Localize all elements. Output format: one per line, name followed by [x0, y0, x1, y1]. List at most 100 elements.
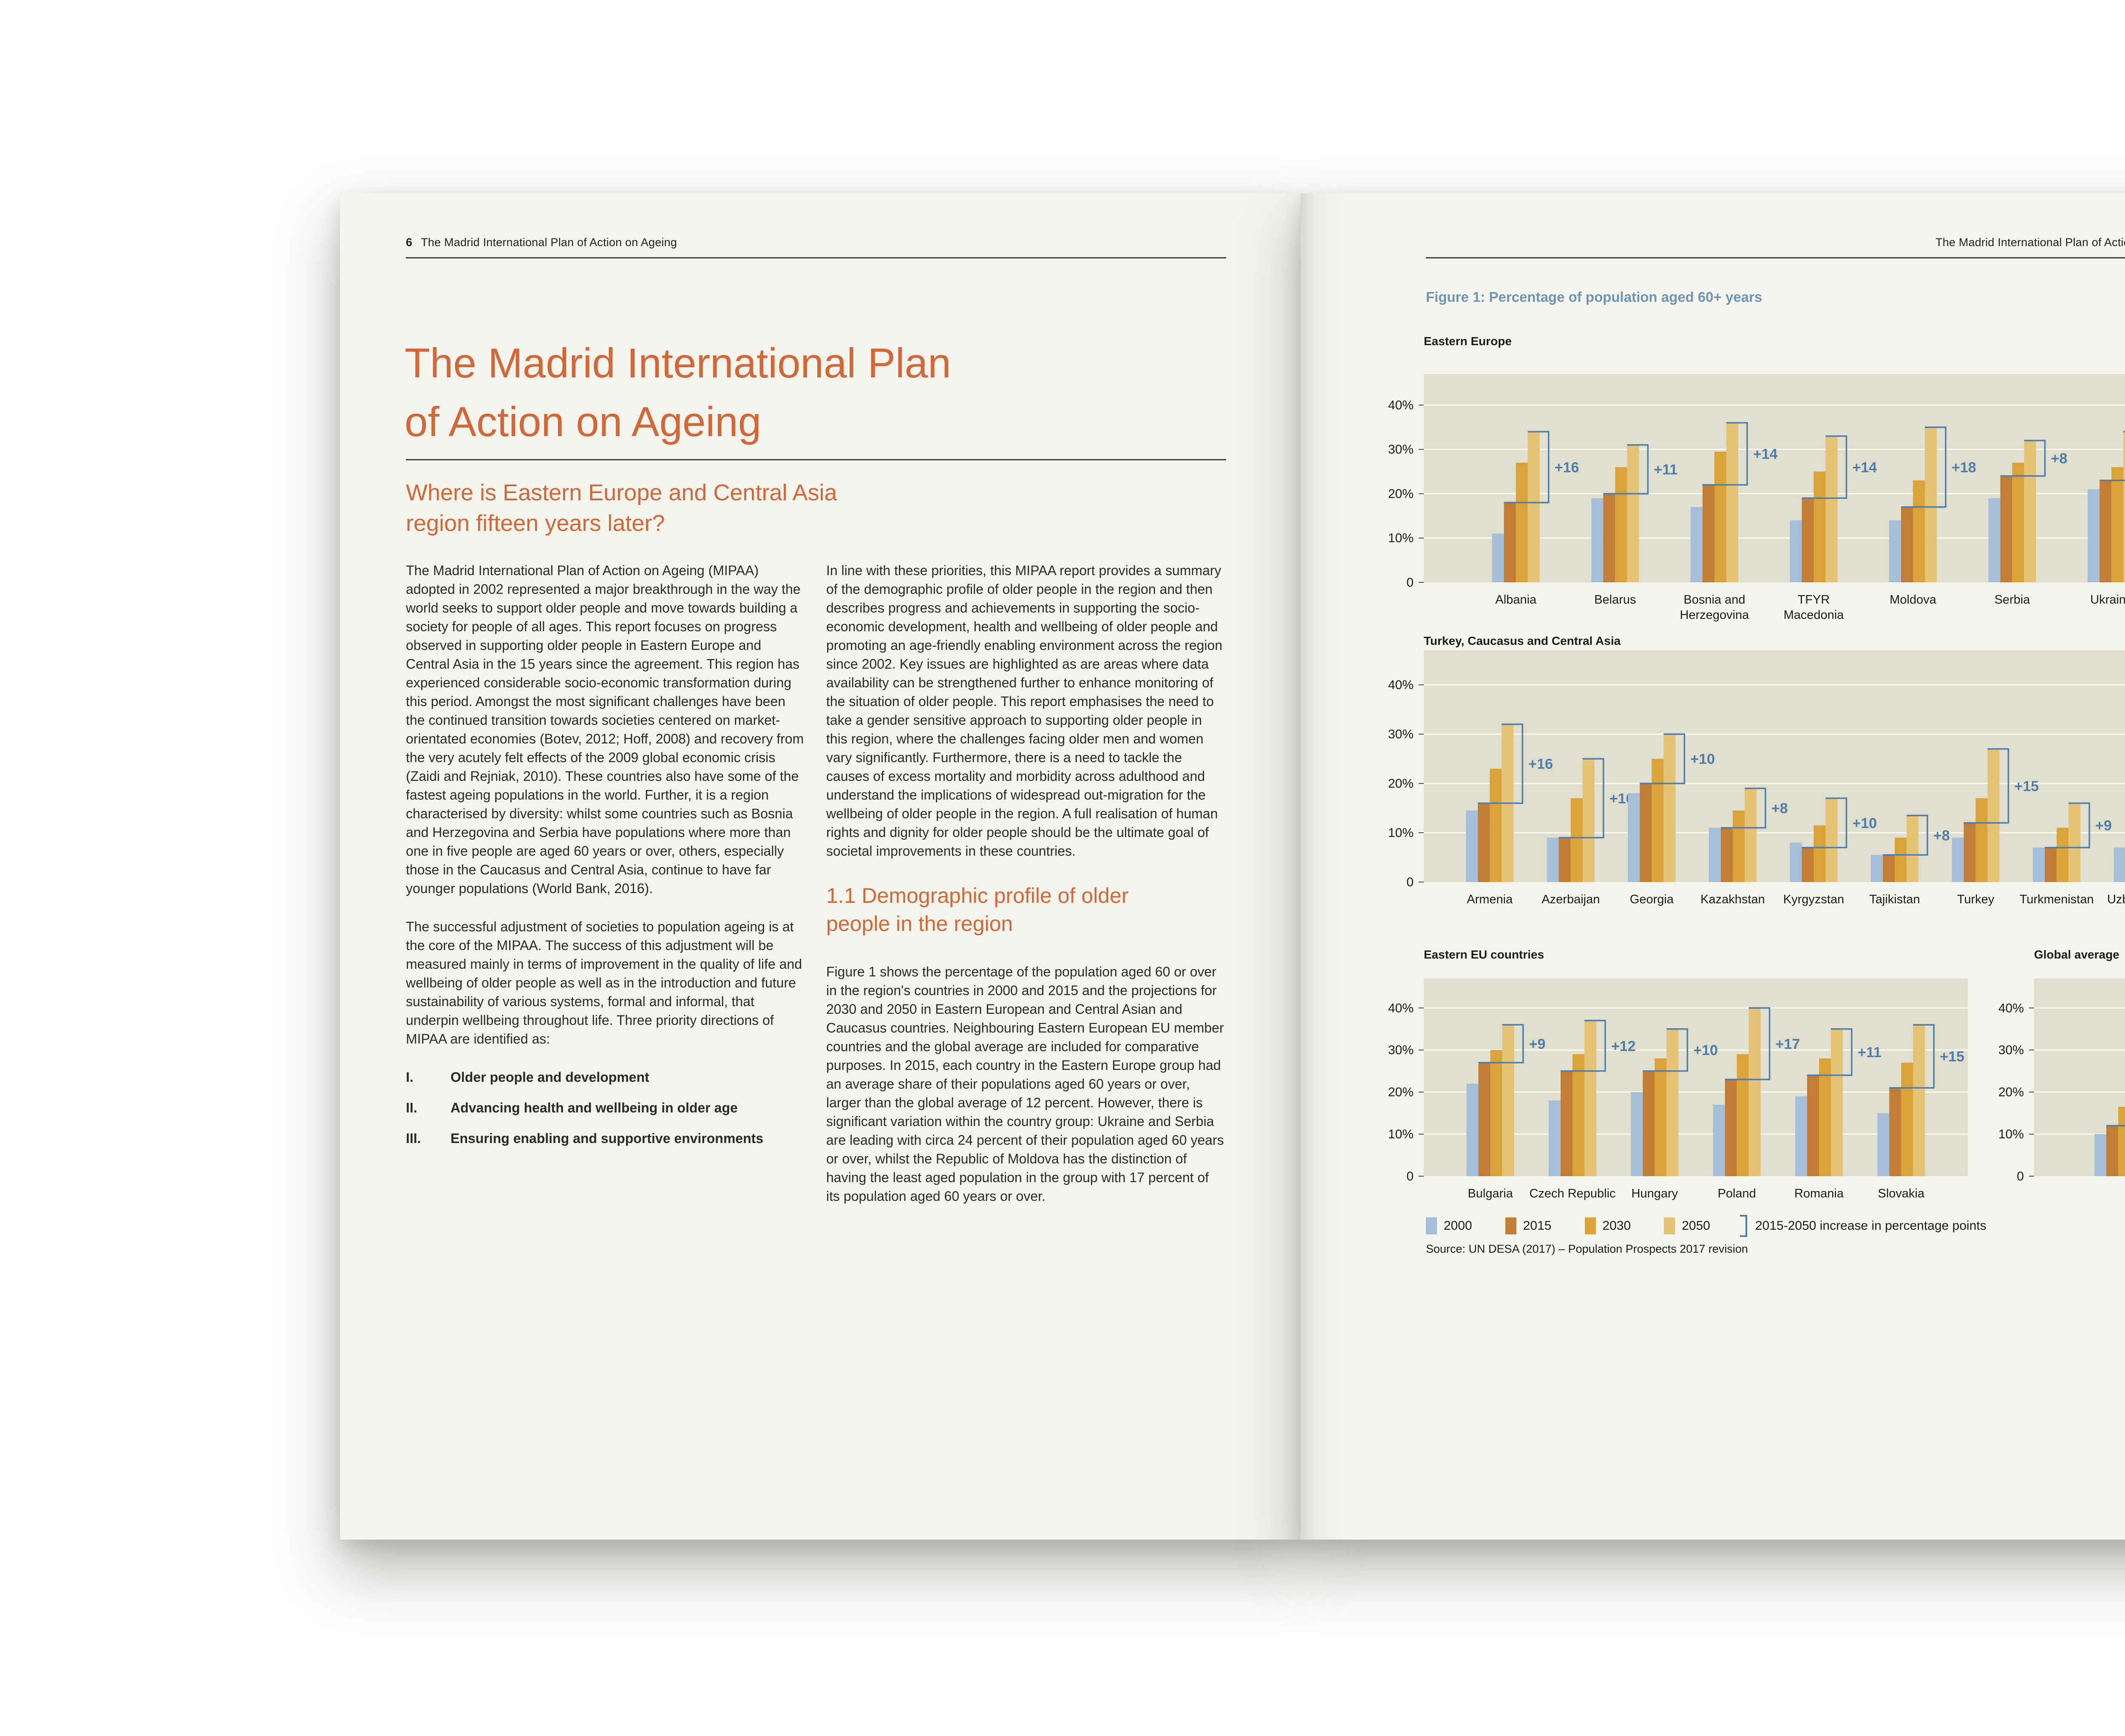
bar-2015 — [1603, 494, 1615, 582]
increase-label: +8 — [1771, 800, 1788, 817]
chart2-svg: 40%30%20%10%0+16Armenia+16Azerbaijan+10G… — [1388, 650, 2125, 906]
page-number-left: 6 — [406, 236, 413, 249]
bar-2030 — [1737, 1054, 1749, 1176]
legend-label: 2000 — [1444, 1219, 1472, 1233]
category-label: Armenia — [1467, 893, 1513, 906]
category-label: Kazakhstan — [1700, 893, 1765, 906]
category-label: Azerbaijan — [1541, 893, 1600, 906]
bar-2030 — [1819, 1058, 1831, 1176]
page-title-line2: of Action on Ageing — [405, 398, 762, 445]
page-title-line1: The Madrid International Plan — [405, 340, 951, 386]
bar-2015 — [1561, 1071, 1572, 1176]
bar-2015 — [1802, 847, 1814, 882]
bar-2015 — [1504, 502, 1516, 582]
bar-2000 — [1790, 842, 1802, 882]
bar-2000 — [1492, 533, 1504, 582]
y-axis-label: 0 — [1406, 1169, 1414, 1183]
bar-2050 — [1627, 445, 1639, 582]
bar-2030 — [1813, 471, 1826, 582]
bar-2015 — [1964, 823, 1976, 882]
y-axis-label: 20% — [1388, 487, 1414, 501]
chart-title-eastern-eu: Eastern EU countries — [1424, 948, 1544, 961]
category-label: Turkmenistan — [2020, 893, 2094, 906]
bar-2000 — [1466, 1084, 1479, 1176]
priority-list: I. Older people and development II. Adva… — [406, 1068, 806, 1148]
bar-2030 — [1490, 769, 1502, 882]
section-heading: 1.1 Demographic profile of older people … — [826, 882, 1226, 938]
source-note: Source: UN DESA (2017) – Population Pros… — [1426, 1242, 1748, 1255]
bar-2050 — [2068, 803, 2081, 882]
bar-2030 — [1570, 798, 1583, 882]
bar-2030 — [1732, 810, 1745, 882]
legend-swatch-2050 — [1664, 1217, 1675, 1234]
category-label: Ukraine — [2090, 593, 2125, 607]
bar-2000 — [1713, 1104, 1725, 1176]
bar-2000 — [1795, 1096, 1807, 1176]
bar-2015 — [1889, 1088, 1901, 1176]
y-axis-label: 10% — [1388, 826, 1414, 840]
running-title-right: The Madrid International Plan of Action … — [1935, 236, 2125, 249]
legend-item-2030: 2030 — [1584, 1217, 1631, 1234]
bar-2030 — [1655, 1058, 1667, 1176]
chart4-svg: 40%30%20%10%0+9 — [1998, 979, 2125, 1183]
bar-2050 — [1527, 431, 1540, 582]
bar-2050 — [1913, 1024, 1925, 1176]
bar-2050 — [2024, 440, 2036, 582]
running-head-right: The Madrid International Plan of Action … — [1935, 236, 2125, 249]
y-axis-label: 20% — [1388, 1085, 1414, 1099]
bar-2050 — [1987, 749, 2000, 882]
list-text: Advancing health and wellbeing in older … — [450, 1100, 738, 1115]
list-numeral: I. — [406, 1069, 414, 1085]
increase-label: +10 — [1690, 751, 1715, 767]
y-axis-label: 0 — [2017, 1169, 2024, 1183]
bar-2000 — [1690, 507, 1703, 582]
bar-2000 — [1988, 498, 2000, 582]
bar-2030 — [1615, 467, 1627, 582]
bar-2030 — [1901, 1062, 1913, 1176]
bar-2000 — [2094, 1134, 2106, 1176]
bar-2000 — [1871, 855, 1883, 882]
category-label: Uzbekistan — [2107, 893, 2125, 906]
bar-2000 — [1547, 837, 1559, 882]
increase-bracket — [1725, 1007, 1771, 1081]
category-label: Georgia — [1630, 893, 1674, 906]
bar-2000 — [1952, 837, 1964, 882]
bar-2000 — [1889, 520, 1901, 582]
bar-2015 — [1720, 828, 1733, 882]
chart-title-global-average: Global average — [2034, 948, 2119, 961]
bar-2030 — [1714, 451, 1726, 582]
increase-bracket — [1640, 733, 1686, 784]
legend-swatch-2000 — [1426, 1217, 1437, 1234]
legend-item-2015: 2015 — [1505, 1217, 1552, 1234]
increase-bracket — [1558, 758, 1604, 839]
bar-2030 — [1975, 798, 1988, 882]
increase-bracket — [1889, 1024, 1935, 1089]
y-axis-label: 10% — [1388, 1127, 1414, 1141]
increase-label: +18 — [1952, 460, 1976, 476]
y-axis-label: 30% — [1388, 1043, 1414, 1057]
increase-bracket — [2000, 440, 2046, 477]
list-item: II. Advancing health and wellbeing in ol… — [406, 1098, 806, 1117]
increase-label: +9 — [1529, 1036, 1546, 1052]
body-column-2: In line with these priorities, this MIPA… — [826, 561, 1226, 1225]
chart-turkey-caucasus-central-asia: 40% 30% 20% 10% 0 +16 Armenia +16 Azerbaijan +10 G… — [1377, 650, 2125, 925]
y-axis-label: 10% — [1388, 531, 1414, 545]
increase-label: +11 — [1858, 1044, 1881, 1061]
category-label: Albania — [1495, 593, 1537, 607]
y-axis-label: 30% — [1388, 443, 1414, 457]
bar-2015 — [1702, 485, 1714, 582]
increase-bracket — [1802, 797, 1847, 848]
paragraph: In line with these priorities, this MIPA… — [826, 563, 1223, 859]
legend-item-2000: 2000 — [1426, 1217, 1472, 1234]
section-heading-line2: people in the region — [826, 912, 1013, 936]
y-axis-label: 10% — [1998, 1127, 2024, 1141]
category-label: Czech Republic — [1529, 1187, 1615, 1200]
bar-2015 — [1478, 1062, 1490, 1176]
y-axis-label: 40% — [1388, 398, 1414, 412]
chart1-svg: 40% 30% 20% 10% 0 +16 Albania +11 Belarus +14 Bosn… — [1388, 374, 2125, 622]
increase-label: +17 — [1776, 1036, 1800, 1052]
page-right: The Madrid International Plan of Action … — [1300, 193, 2125, 1540]
increase-bracket — [1478, 723, 1524, 804]
bar-2015 — [1807, 1075, 1819, 1176]
increase-label: +14 — [1853, 460, 1877, 476]
